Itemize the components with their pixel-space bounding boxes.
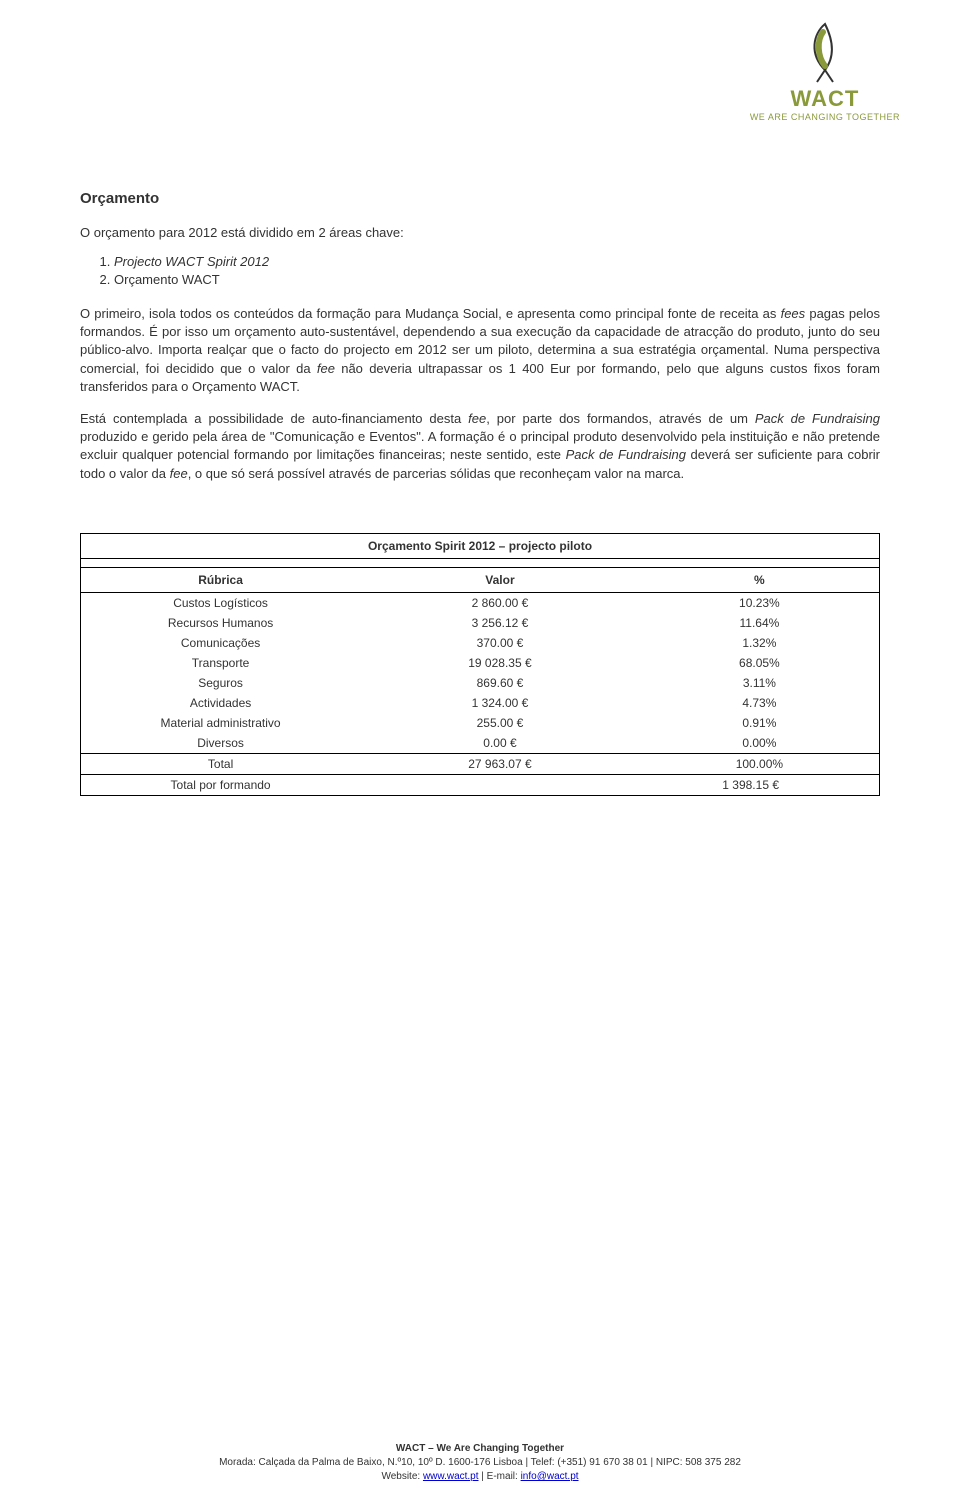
cell-label: Comunicações <box>81 633 361 653</box>
cell-pct: 100.00% <box>640 753 880 774</box>
cell-value: 370.00 € <box>360 633 640 653</box>
cell-label: Transporte <box>81 653 361 673</box>
intro-text: O orçamento para 2012 está dividido em 2… <box>80 225 880 240</box>
cell-label: Seguros <box>81 673 361 693</box>
cell-pct: 0.00% <box>640 733 880 754</box>
cell-pct: 10.23% <box>640 592 880 613</box>
cell-value: 19 028.35 € <box>360 653 640 673</box>
col-rubrica: Rúbrica <box>81 567 361 592</box>
table-row: Diversos0.00 €0.00% <box>81 733 880 754</box>
email-link[interactable]: info@wact.pt <box>521 1471 579 1482</box>
cell-pct: 11.64% <box>640 613 880 633</box>
list-item: Projecto WACT Spirit 2012 <box>114 254 880 269</box>
table-row: Seguros869.60 €3.11% <box>81 673 880 693</box>
key-areas-list: Projecto WACT Spirit 2012 Orçamento WACT <box>114 254 880 287</box>
cell-value: 27 963.07 € <box>360 753 640 774</box>
page-footer: WACT – We Are Changing Together Morada: … <box>0 1442 960 1484</box>
list-item: Orçamento WACT <box>114 272 880 287</box>
cell-value: 0.00 € <box>360 733 640 754</box>
cell-label: Total por formando <box>81 774 361 795</box>
cell-value: 2 860.00 € <box>360 592 640 613</box>
cell-value: 255.00 € <box>360 713 640 733</box>
table-row: Comunicações370.00 €1.32% <box>81 633 880 653</box>
cell-pct: 68.05% <box>640 653 880 673</box>
table-row: Material administrativo255.00 €0.91% <box>81 713 880 733</box>
cell-value: 869.60 € <box>360 673 640 693</box>
total-per-formando-row: Total por formando1 398.15 € <box>81 774 880 795</box>
logo-tagline: WE ARE CHANGING TOGETHER <box>750 112 900 122</box>
cell-pct: 0.91% <box>640 713 880 733</box>
paragraph-2: Está contemplada a possibilidade de auto… <box>80 410 880 483</box>
cell-label: Material administrativo <box>81 713 361 733</box>
total-row: Total27 963.07 €100.00% <box>81 753 880 774</box>
cell-value: 3 256.12 € <box>360 613 640 633</box>
footer-links: Website: www.wact.pt | E-mail: info@wact… <box>0 1470 960 1484</box>
page-title: Orçamento <box>80 190 880 207</box>
table-row: Custos Logísticos2 860.00 €10.23% <box>81 592 880 613</box>
website-link[interactable]: www.wact.pt <box>423 1471 479 1482</box>
fish-icon <box>795 20 855 84</box>
table-header-row: Rúbrica Valor % <box>81 567 880 592</box>
table-row: Actividades1 324.00 €4.73% <box>81 693 880 713</box>
col-pct: % <box>640 567 880 592</box>
cell-pct: 1.32% <box>640 633 880 653</box>
cell-label: Custos Logísticos <box>81 592 361 613</box>
paragraph-1: O primeiro, isola todos os conteúdos da … <box>80 305 880 396</box>
col-valor: Valor <box>360 567 640 592</box>
cell-label: Diversos <box>81 733 361 754</box>
cell-pct: 3.11% <box>640 673 880 693</box>
table-title: Orçamento Spirit 2012 – projecto piloto <box>80 533 880 559</box>
table-row: Transporte19 028.35 €68.05% <box>81 653 880 673</box>
cell-value: 1 324.00 € <box>360 693 640 713</box>
budget-table: Rúbrica Valor % Custos Logísticos2 860.0… <box>80 567 880 796</box>
footer-address: Morada: Calçada da Palma de Baixo, N.º10… <box>0 1456 960 1470</box>
cell-value: 1 398.15 € <box>360 774 879 795</box>
table-row: Recursos Humanos3 256.12 €11.64% <box>81 613 880 633</box>
cell-label: Actividades <box>81 693 361 713</box>
logo-name: WACT <box>750 86 900 112</box>
footer-org: WACT – We Are Changing Together <box>0 1442 960 1456</box>
cell-label: Recursos Humanos <box>81 613 361 633</box>
cell-label: Total <box>81 753 361 774</box>
cell-pct: 4.73% <box>640 693 880 713</box>
logo: WACT WE ARE CHANGING TOGETHER <box>750 20 900 122</box>
budget-table-wrap: Orçamento Spirit 2012 – projecto piloto … <box>80 533 880 796</box>
